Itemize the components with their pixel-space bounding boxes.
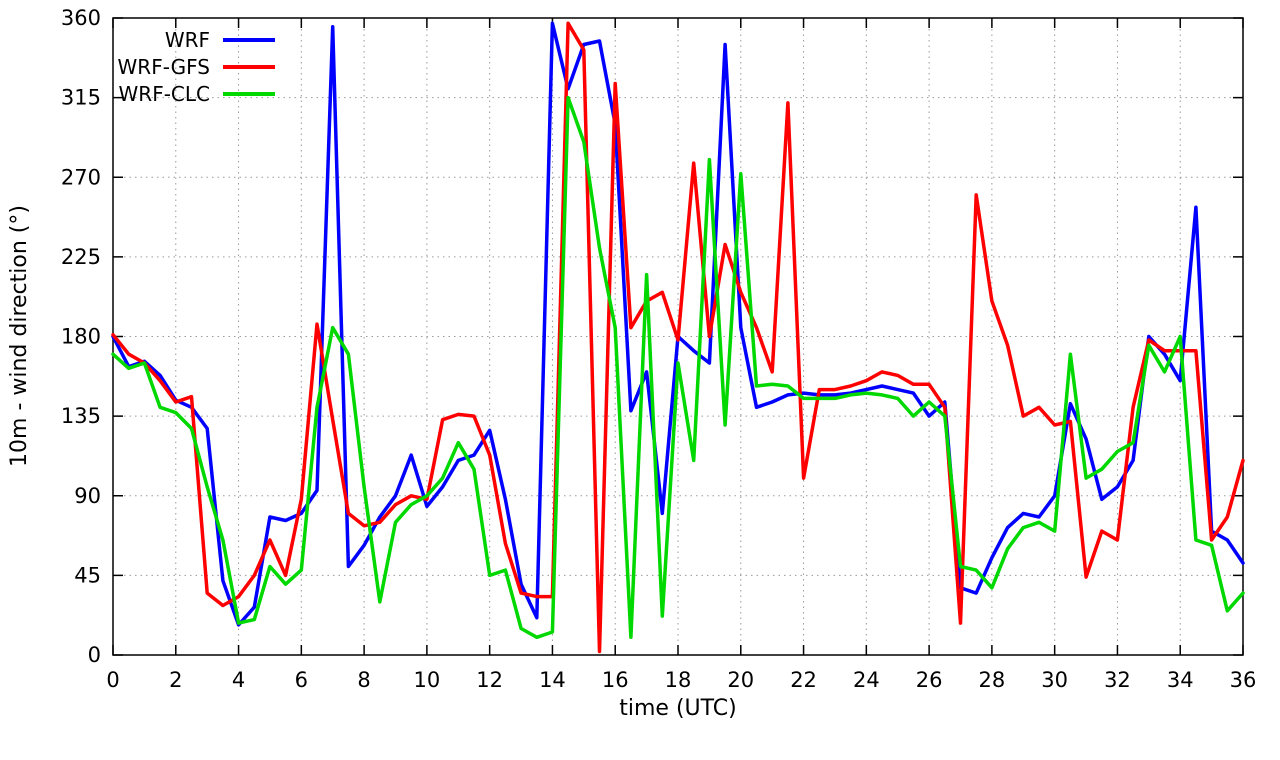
x-tick-label: 8 xyxy=(357,668,370,692)
x-tick-label: 14 xyxy=(539,668,566,692)
series-line-wrf-clc xyxy=(111,95,1245,640)
y-tick-label: 315 xyxy=(61,86,101,110)
y-tick-label: 45 xyxy=(74,563,101,587)
x-tick-label: 32 xyxy=(1104,668,1131,692)
x-tick-label: 36 xyxy=(1230,668,1257,692)
x-tick-label: 4 xyxy=(232,668,245,692)
x-tick-label: 18 xyxy=(665,668,692,692)
x-tick-label: 10 xyxy=(414,668,441,692)
x-tick-label: 24 xyxy=(853,668,880,692)
y-axis-title: 10m - wind direction (°) xyxy=(7,205,32,467)
x-tick-label: 20 xyxy=(727,668,754,692)
legend-line-sample-wrf-gfs xyxy=(223,65,275,69)
legend-row-wrf-clc: WRF-CLC xyxy=(112,82,275,106)
x-tick-label: 2 xyxy=(169,668,182,692)
x-tick-label: 6 xyxy=(295,668,308,692)
y-tick-label: 0 xyxy=(88,643,101,667)
x-tick-label: 30 xyxy=(1041,668,1068,692)
x-tick-label: 16 xyxy=(602,668,629,692)
y-tick-label: 360 xyxy=(61,6,101,30)
legend-row-wrf-gfs: WRF-GFS xyxy=(112,55,275,79)
x-tick-label: 28 xyxy=(979,668,1006,692)
y-tick-label: 270 xyxy=(61,165,101,189)
legend-line-sample-wrf xyxy=(223,38,275,42)
x-axis-title: time (UTC) xyxy=(619,696,737,721)
x-tick-label: 26 xyxy=(916,668,943,692)
legend-line-sample-wrf-clc xyxy=(223,92,275,96)
x-tick-label: 22 xyxy=(790,668,817,692)
legend: WRF WRF-GFS WRF-CLC xyxy=(112,28,275,106)
legend-label-wrf-clc: WRF-CLC xyxy=(118,82,210,106)
x-tick-label: 0 xyxy=(106,668,119,692)
legend-row-wrf: WRF xyxy=(112,28,275,52)
x-tick-label: 34 xyxy=(1167,668,1194,692)
y-tick-label: 135 xyxy=(61,404,101,428)
x-tick-label: 12 xyxy=(476,668,503,692)
series-line-wrf-gfs xyxy=(111,21,1245,654)
legend-label-wrf-gfs: WRF-GFS xyxy=(117,55,210,79)
y-tick-label: 90 xyxy=(74,484,101,508)
y-tick-label: 225 xyxy=(61,245,101,269)
legend-label-wrf: WRF xyxy=(164,28,210,52)
y-tick-label: 180 xyxy=(61,325,101,349)
